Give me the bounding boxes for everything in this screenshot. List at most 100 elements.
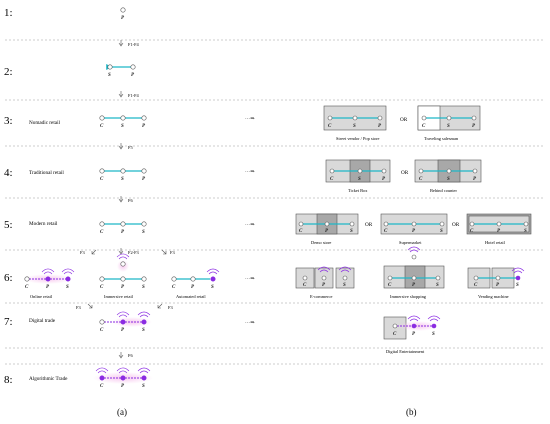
node-letter-p: P: [496, 283, 500, 288]
seller-node: [342, 275, 348, 281]
node-letter-s: S: [353, 124, 356, 129]
node-letter-s: S: [447, 124, 450, 129]
seller-node: [435, 275, 441, 281]
node-letter-c: C: [393, 332, 397, 337]
consumer-node: [392, 323, 398, 329]
seller-node: [107, 64, 113, 70]
node-letter-c: C: [470, 229, 474, 234]
stage6-label-online: Online retail: [30, 294, 53, 299]
node-letter-c: C: [25, 285, 29, 290]
node-letter-c: C: [100, 384, 104, 389]
stage-number-7: 7:: [4, 316, 13, 328]
transition-label-1: F1-F4: [128, 42, 140, 47]
stage-label-algorithmic: Algorithmic Trade: [29, 376, 68, 382]
stage6-label-immersive: Immersive retail: [104, 294, 134, 299]
example-arrow: ⋯⇒: [245, 169, 255, 175]
node-letter-s: S: [432, 332, 435, 337]
node-letter-p: P: [46, 285, 50, 290]
transition-label-9: F3: [168, 305, 173, 310]
node-letter-p: P: [121, 384, 125, 389]
signal-icon: [427, 315, 441, 322]
example-label: Digital Entertainment: [386, 349, 425, 354]
seller-node: [141, 375, 147, 381]
example-label: Ticket Box: [348, 188, 368, 193]
product-node: [190, 276, 196, 282]
node-letter-c: C: [172, 285, 176, 290]
consumer-node: [99, 115, 105, 121]
diag-arrow-icon: [157, 303, 163, 309]
consumer-node: [302, 275, 308, 281]
product-node: [141, 168, 147, 174]
example-label: Supermarket: [399, 240, 422, 245]
product-node: [321, 275, 327, 281]
node-letter-p: P: [121, 16, 125, 21]
product-node: [141, 115, 147, 121]
down-arrow-icon: [118, 248, 124, 255]
signal-icons-left: [41, 253, 220, 374]
signal-icon: [407, 315, 421, 322]
example-label: Street vendor / Pop store: [336, 136, 379, 141]
signal-icon: [407, 246, 421, 253]
stage-number-5: 5:: [4, 219, 13, 231]
node-letter-c: C: [422, 124, 426, 129]
example-label: Traveling salesman: [424, 136, 459, 141]
product-node: [120, 375, 126, 381]
immersive-node: [411, 254, 417, 260]
node-letter-c: C: [100, 124, 104, 129]
node-letter-s: S: [516, 283, 519, 288]
product-node: [377, 115, 383, 121]
node-letter-s: S: [440, 229, 443, 234]
node-letter-s: S: [108, 73, 111, 78]
stage6-label-automated: Automated retail: [176, 294, 206, 299]
seller-node: [120, 168, 126, 174]
transition-label-2: F1-F4: [128, 93, 140, 98]
consumer-node: [418, 168, 424, 174]
node-letter-s: S: [142, 384, 145, 389]
node-letter-p: P: [378, 124, 382, 129]
node-letter-s: S: [211, 285, 214, 290]
node-letter-s: S: [142, 285, 145, 290]
product-node: [381, 168, 387, 174]
seller-node: [141, 221, 147, 227]
node-letter-s: S: [121, 177, 124, 182]
node-letter-p: P: [142, 177, 146, 182]
signal-icon: [116, 311, 130, 318]
node-letter-c: C: [330, 177, 334, 182]
consumer-node: [171, 276, 177, 282]
consumer-node: [329, 168, 335, 174]
transition-label-10: F6: [128, 353, 133, 358]
product-node: [120, 319, 126, 325]
signal-icon: [61, 268, 75, 275]
example-label: E-commerce: [310, 294, 332, 299]
seller-node: [141, 319, 147, 325]
signal-icon: [206, 268, 220, 275]
consumer-node: [99, 221, 105, 227]
node-letter-s: S: [343, 283, 346, 288]
signal-icon: [317, 266, 331, 273]
consumer-node: [473, 275, 479, 281]
node-letter-s: S: [358, 177, 361, 182]
signal-icon: [511, 267, 525, 274]
seller-node: [141, 276, 147, 282]
node-letter-s: S: [121, 124, 124, 129]
node-letter-p: P: [473, 177, 477, 182]
stage-number-6: 6:: [4, 272, 13, 284]
signal-icon: [116, 367, 130, 374]
product-node: [495, 275, 501, 281]
example-arrow: ⋯⇒: [245, 320, 255, 326]
stage-label-modern: Modern retail: [29, 221, 58, 227]
seller-node: [439, 221, 445, 227]
consumer-node: [421, 115, 427, 121]
consumer-node: [298, 221, 304, 227]
stage-label-nomadic: Nomadic retail: [29, 120, 61, 126]
down-arrow-icon: [118, 143, 124, 150]
example-label: Vending machine: [478, 294, 509, 299]
node-letter-c: C: [419, 177, 423, 182]
immersive-node: [120, 261, 126, 267]
example-label: Demo store: [311, 240, 331, 245]
transition-label-4: F6: [128, 198, 133, 203]
node-letter-p: P: [121, 230, 125, 235]
product-node: [411, 323, 417, 329]
caption-a: (a): [117, 407, 127, 417]
